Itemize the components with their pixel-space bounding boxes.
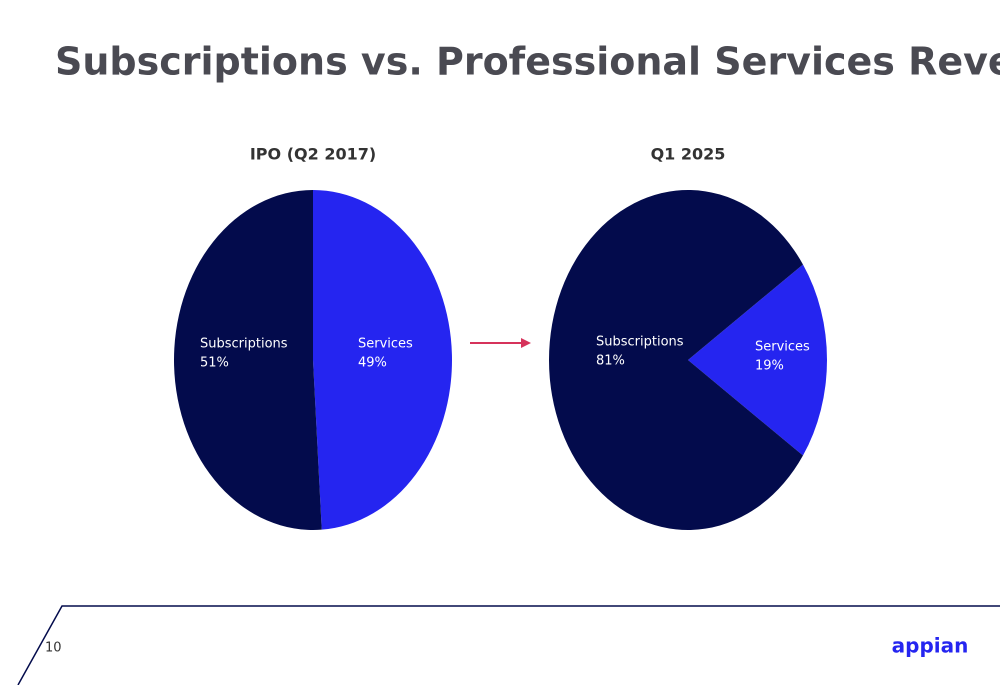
- page-number: 10: [45, 641, 62, 656]
- slice-label: Subscriptions: [596, 335, 684, 350]
- arrow-head: [521, 338, 531, 348]
- logo: appian: [892, 634, 969, 658]
- footer-line: [17, 605, 1000, 685]
- pie-slice: [549, 190, 803, 530]
- chart-title: Q1 2025: [651, 145, 726, 164]
- slice-label: Services: [755, 340, 810, 355]
- pie-slice: [313, 190, 452, 530]
- pie-slice: [688, 264, 827, 456]
- pie-slice: [173, 190, 322, 530]
- slide-title: Subscriptions vs. Professional Services …: [55, 40, 1000, 84]
- slice-value-label: 81%: [596, 354, 625, 369]
- slice-value-label: 51%: [200, 356, 229, 371]
- slice-value-label: 19%: [755, 359, 784, 374]
- chart-title: IPO (Q2 2017): [250, 145, 376, 164]
- slice-value-label: 49%: [358, 356, 387, 371]
- slice-label: Subscriptions: [200, 337, 288, 352]
- slice-label: Services: [358, 337, 413, 352]
